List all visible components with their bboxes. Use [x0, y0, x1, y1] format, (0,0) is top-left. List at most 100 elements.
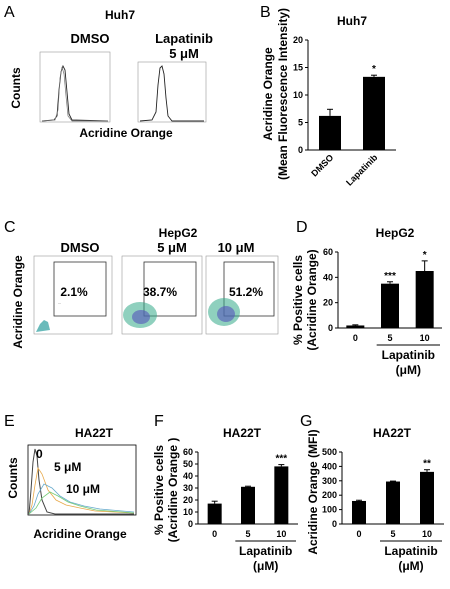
panel-letter-d: D — [296, 219, 308, 236]
panel-c-gate-5um — [143, 261, 197, 317]
panel-letter-e: E — [4, 413, 15, 430]
chart-g-category-label: 0 — [356, 529, 361, 539]
panel-e-histogram-frame — [27, 444, 137, 516]
panel-e-curve-extra — [28, 491, 135, 515]
chart-d-ytick-label: 40 — [323, 272, 333, 282]
chart-g-ytick-label: 0 — [332, 519, 337, 529]
chart-d-ytick-label: 60 — [323, 247, 333, 257]
chart-f-ytick-label: 20 — [183, 495, 193, 505]
chart-g-xlabel-line1: Lapatinib — [384, 544, 437, 558]
chart-g-title: HA22T — [373, 426, 412, 440]
chart-f-bar-0 — [207, 503, 222, 524]
chart-d-ylabel-line1: % Positive cells — [291, 255, 305, 345]
chart-d-title: HepG2 — [376, 226, 415, 240]
chart-f-category-label: 5 — [245, 529, 250, 539]
chart-f-ytick-label: 10 — [183, 507, 193, 517]
panel-c-ylabel: Acridine Orange — [11, 255, 25, 349]
panel-f: F HA22T % Positive cells (Acridine Orang… — [152, 413, 298, 573]
chart-g-ytick-label: 100 — [322, 505, 337, 515]
panel-a-lapatinib-label: Lapatinib — [155, 31, 213, 46]
chart-b-ytick-label: 10 — [293, 90, 303, 100]
chart-d-xlabel-line2: (μM) — [396, 363, 421, 377]
panel-letter-g: G — [300, 413, 312, 430]
panel-a-dose-label: 5 μM — [169, 46, 199, 61]
panel-c-dots-5um-core — [132, 310, 150, 324]
chart-g-category-label: 10 — [422, 529, 432, 539]
panel-a: A Huh7 DMSO Lapatinib 5 μM Counts Acridi… — [4, 4, 213, 140]
chart-f-category-label: 0 — [212, 529, 217, 539]
panel-c-dotplot-dmso-frame — [33, 255, 113, 335]
panel-a-title: Huh7 — [105, 8, 135, 22]
panel-letter-b: B — [260, 4, 271, 21]
panel-e-ylabel: Counts — [6, 457, 20, 499]
chart-g-category-label: 5 — [390, 529, 395, 539]
chart-d-ytick-label: 20 — [323, 298, 333, 308]
panel-c-gate-dmso — [53, 261, 107, 317]
panel-e-xlabel: Acridine Orange — [33, 527, 127, 541]
chart-f-category-label: 10 — [276, 529, 286, 539]
chart-d-xlabel-line1: Lapatinib — [382, 348, 435, 362]
panel-e: E HA22T Counts Acridine Orange 0 5 μM 10… — [4, 413, 137, 541]
panel-a-histogram-dmso-curve-2 — [41, 66, 108, 122]
chart-f-bar-10 — [274, 466, 289, 524]
panel-a-histogram-lapatinib-curve — [139, 65, 204, 122]
chart-b-ylabel-line1: Acridine Orange — [261, 47, 275, 141]
chart-f: 0 10 20 30 40 50 60 0 5 *** 10 Lapatinib(μM) — [183, 447, 298, 573]
chart-d: 0 20 40 60 0 *** 5 * 10 Lapatinib(μM) — [323, 247, 442, 377]
chart-b-ytick-label: 15 — [293, 63, 303, 73]
chart-g-ytick-label: 300 — [322, 476, 337, 486]
panel-letter-a: A — [4, 4, 15, 21]
chart-f-significance: *** — [275, 454, 287, 465]
panel-e-curve-5um — [28, 466, 135, 515]
chart-d-ytick-label: 0 — [328, 323, 333, 333]
chart-g-bar-5 — [386, 481, 400, 524]
panel-a-ylabel: Counts — [9, 67, 23, 109]
chart-f-title: HA22T — [223, 426, 262, 440]
panel-c-percent-5um: 38.7% — [143, 285, 177, 299]
chart-b-ytick-label: 20 — [293, 35, 303, 45]
panel-g: G HA22T Acridine Orange (MFI) 0100200300… — [300, 413, 444, 573]
chart-b-bar-DMSO — [319, 115, 341, 150]
panel-a-histogram-dmso-frame — [39, 51, 111, 123]
chart-b-ylabel-line2: (Mean Fluorescence Intensity) — [276, 8, 290, 180]
panel-c-dotplot-5um-frame — [121, 255, 203, 335]
panel-c: C HepG2 DMSO 5 μM 10 μM Acridine Orange … — [4, 219, 279, 349]
chart-g-ytick-label: 400 — [322, 461, 337, 471]
panel-c-label-10um: 10 μM — [218, 240, 255, 255]
panel-c-percent-dmso: 2.1% — [60, 285, 88, 299]
panel-c-mini-dmso: ... — [58, 301, 61, 305]
panel-letter-c: C — [4, 219, 16, 236]
chart-d-significance: * — [423, 250, 427, 261]
chart-d-significance: *** — [384, 271, 396, 282]
chart-b-significance: * — [372, 64, 376, 75]
chart-f-ytick-label: 40 — [183, 471, 193, 481]
panel-d: D HepG2 % Positive cells (Acridine Orang… — [291, 219, 442, 377]
chart-b: 0 5 10 15 20 DMSO * Lapatinib — [293, 35, 396, 188]
chart-f-bar-5 — [241, 486, 255, 524]
chart-b-category-label: DMSO — [309, 152, 335, 178]
chart-d-bar-10 — [415, 271, 434, 328]
chart-g: 0 100 200 300 400 500 0 5 ** 10 Lapatinib(μM) — [322, 447, 444, 573]
chart-d-category-label: 10 — [420, 333, 430, 343]
panel-e-curve-10um — [28, 483, 135, 515]
chart-d-ylabel-line2: (Acridine Orange) — [305, 249, 319, 350]
panel-a-dmso-label: DMSO — [71, 31, 110, 46]
panel-c-title: HepG2 — [159, 226, 198, 240]
chart-g-ytick-label: 500 — [322, 447, 337, 457]
panel-a-histogram-dmso-curve — [41, 64, 109, 122]
chart-f-ytick-label: 60 — [183, 447, 193, 457]
chart-g-significance: ** — [423, 459, 431, 470]
chart-f-xlabel-line1: Lapatinib — [239, 544, 292, 558]
chart-f-ytick-label: 30 — [183, 483, 193, 493]
panel-e-label-0: 0 — [36, 447, 43, 461]
panel-a-xlabel: Acridine Orange — [79, 126, 173, 140]
chart-g-ylabel-line1: Acridine Orange (MFI) — [306, 429, 320, 554]
chart-f-ylabel-line1: % Positive cells — [152, 445, 166, 535]
panel-e-label-5um: 5 μM — [54, 460, 81, 474]
chart-g-bar-0 — [352, 500, 366, 524]
panel-c-dots-10um-core — [217, 306, 235, 322]
panel-c-label-dmso: DMSO — [61, 240, 100, 255]
chart-b-ytick-label: 5 — [298, 118, 303, 128]
chart-d-category-label: 0 — [353, 333, 358, 343]
